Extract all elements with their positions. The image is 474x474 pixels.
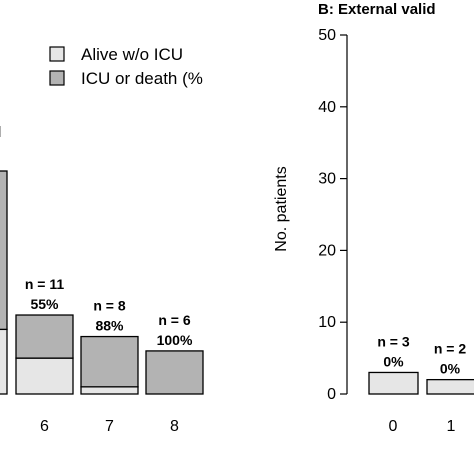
bar-n-label-6: n = 11 xyxy=(25,276,65,292)
y-tick-label-40: 40 xyxy=(318,99,336,116)
x-b-tick-label-0: 0 xyxy=(389,418,398,435)
bar-alive-6 xyxy=(15,357,74,395)
panel-a: l Alive w/o ICU ICU or death (% n = 11 55% 6 n… xyxy=(0,45,204,435)
partial-tick-label: l xyxy=(0,124,1,141)
y-axis-title: No. patients xyxy=(273,166,290,251)
bar-alive-7 xyxy=(80,386,139,395)
legend-swatch-0 xyxy=(49,46,65,62)
bar-n-label-8: n = 6 xyxy=(158,312,191,328)
bar-b-pct-label-0: 0% xyxy=(383,353,404,369)
bar-b-n-label-1: n = 2 xyxy=(434,341,467,357)
y-tick-label-50: 50 xyxy=(318,27,336,44)
bar-b-alive-1 xyxy=(426,378,474,395)
x-tick-label-6: 6 xyxy=(40,418,49,435)
bar-pct-label-6: 55% xyxy=(30,296,59,312)
bar-icu-6 xyxy=(15,314,74,359)
x-tick-label-7: 7 xyxy=(105,418,114,435)
bar-b-n-label-0: n = 3 xyxy=(377,333,410,349)
bar-pct-label-7: 88% xyxy=(95,318,124,334)
panel-b-title: B: External valid xyxy=(318,1,436,18)
bar-icu-8 xyxy=(145,350,204,395)
bar-n-label-7: n = 8 xyxy=(93,298,126,314)
y-tick-label-30: 30 xyxy=(318,171,336,188)
y-tick-label-10: 10 xyxy=(318,314,336,331)
bar-b-alive-0 xyxy=(368,371,419,395)
legend-label-0: Alive w/o ICU xyxy=(81,45,183,64)
y-tick-label-0: 0 xyxy=(327,386,336,403)
bar-partial-gray xyxy=(0,170,8,331)
legend-swatch-1 xyxy=(49,70,65,86)
bar-pct-label-8: 100% xyxy=(157,332,193,348)
x-tick-label-8: 8 xyxy=(170,418,179,435)
legend-label-1: ICU or death (% xyxy=(81,69,203,88)
bar-icu-7 xyxy=(80,335,139,388)
bar-b-pct-label-1: 0% xyxy=(440,361,461,377)
bar-partial-light xyxy=(0,328,8,395)
y-tick-label-20: 20 xyxy=(318,242,336,259)
x-b-tick-label-1: 1 xyxy=(447,418,456,435)
